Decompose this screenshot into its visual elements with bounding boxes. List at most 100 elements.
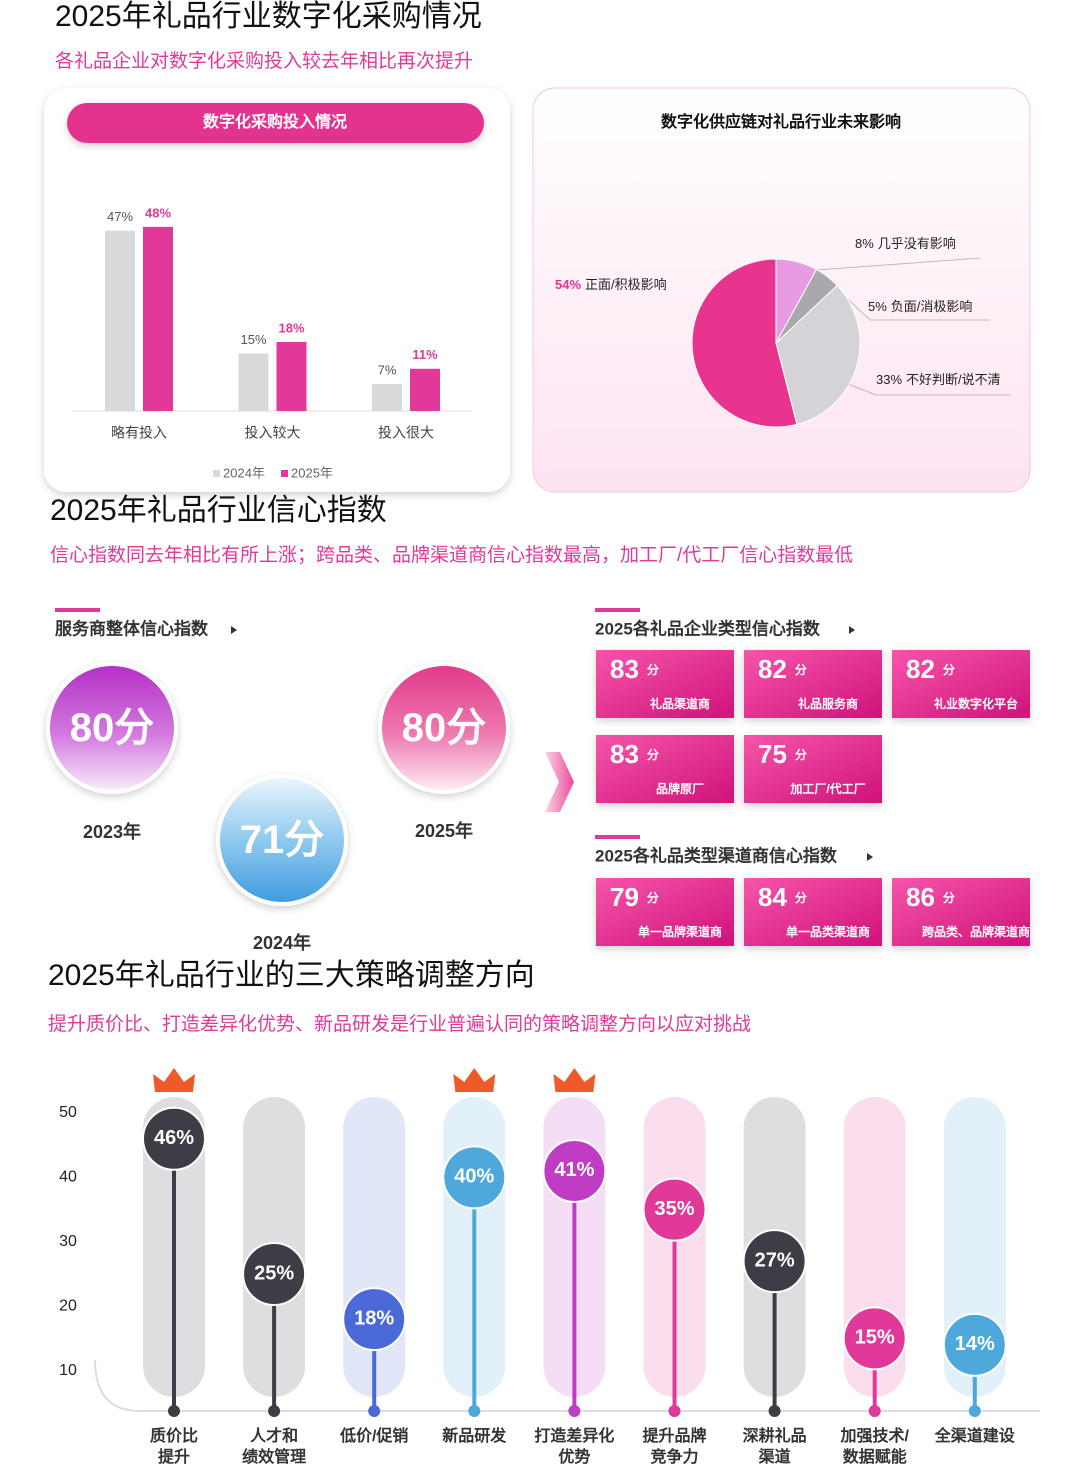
value-label: 25% [254,1262,294,1284]
text-line: 渠道 [759,1447,791,1466]
x-tick-label: 加强技术/数据赋能 [839,1426,909,1466]
arrow [545,752,574,812]
value-label: 14% [955,1333,995,1355]
block-title: 服务商整体信心指数 [55,618,209,638]
card-score-value: 83 [610,739,639,769]
card-unit: 分 [647,662,659,677]
card-unit: 分 [647,890,659,905]
y-tick-label: 40 [59,1169,77,1186]
card-unit: 分 [943,890,955,905]
score-circle [46,662,178,794]
pie-slice [691,258,798,428]
lollipop-head [242,1242,307,1306]
chart-title: 数字化采购投入情况 [203,112,347,131]
score-unit: 分 [114,706,154,750]
axis-dot [968,1405,981,1417]
bar [105,230,135,411]
axis [94,1359,1040,1412]
legend-label: 2025年 [291,465,333,480]
axis-dot [468,1405,481,1417]
x-tick-label: 全渠道建设 [934,1426,1016,1445]
slice-label: 54% 正面/积极影响 [555,277,667,292]
section-subtitle: 信心指数同去年相比有所上涨；跨品类、品牌渠道商信心指数最高，加工厂/代工厂信心指… [50,544,853,566]
axis-dot [768,1405,781,1417]
score: 80分 [402,706,487,750]
accent-bar [55,608,100,612]
card-score-value: 75 [758,739,787,769]
value-label: 41% [554,1159,594,1181]
axis-dot [368,1405,381,1417]
section-title: 2025年礼品行业数字化采购情况 [55,0,482,33]
marker [849,626,855,634]
value-label: 15% [855,1327,895,1349]
bar [276,341,307,411]
x-tick-label: 略有投入 [111,425,167,441]
value-label: 47% [107,209,133,224]
crown [553,1068,596,1092]
lollipop-head [842,1306,907,1371]
value-label: 7% [378,363,397,378]
axis-dot [668,1405,681,1417]
slice-value: 33% [876,372,902,387]
lollipop-head [542,1138,607,1203]
card-score: 75 分 [758,739,807,769]
card-score: 82 分 [758,654,807,684]
score-circle [378,662,510,794]
y-tick-label: 20 [59,1297,77,1314]
text-line: 提升 [158,1448,190,1466]
crown [453,1068,496,1092]
axis-dot [268,1405,281,1417]
slice-label: 5% 负面/消极影响 [868,299,972,314]
value-label: 40% [454,1166,494,1188]
legend-swatch [281,470,288,477]
slice-value: 54% [555,277,581,292]
bar [410,368,440,411]
score: 80分 [70,706,155,750]
year-label: 2024年 [253,932,311,953]
text-line: 绩效管理 [242,1447,306,1466]
text-line: 加强技术/ [839,1426,909,1445]
text-line: 人才和 [250,1426,298,1445]
score: 71分 [240,818,325,862]
y-tick-label: 30 [59,1233,77,1250]
lollipop-head [442,1145,507,1210]
slice-label: 33% 不好判断/说不清 [876,372,1001,387]
x-tick-label: 新品研发 [442,1426,507,1445]
section-title: 2025年礼品行业信心指数 [50,494,387,527]
text-line: 打造差异化 [534,1426,614,1445]
x-tick-label: 提升品牌竞争力 [642,1426,706,1466]
slice-name: 不好判断/说不清 [906,372,1001,387]
card-name: 跨品类、品牌渠道商 [922,924,1030,939]
card-unit: 分 [795,890,807,905]
x-tick-label: 人才和绩效管理 [242,1426,306,1466]
text-line: 提升品牌 [642,1426,706,1445]
text-line: 竞争力 [650,1447,698,1466]
card-score: 79 分 [610,882,659,912]
bar [143,226,173,411]
value-label: 15% [240,332,266,347]
card-score: 83 分 [610,739,659,769]
text-line: 优势 [558,1447,590,1466]
card-unit: 分 [943,662,955,677]
crown [153,1068,195,1092]
section-subtitle: 提升质价比、打造差异化优势、新品研发是行业普遍认同的策略调整方向以应对挑战 [48,1013,751,1035]
card-name: 单一品类渠道商 [786,924,870,939]
block-title: 2025各礼品企业类型信心指数 [595,618,821,638]
chart-title: 数字化供应链对礼品行业未来影响 [661,112,901,131]
axis-dot [868,1405,881,1417]
block-title: 2025各礼品类型渠道商信心指数 [595,845,838,865]
text-line: 数据赋能 [843,1447,907,1466]
slice-name: 正面/积极影响 [585,277,667,292]
score-circle [216,774,348,906]
axis-dot [168,1405,180,1417]
slice-value: 8% [855,236,874,251]
score-card [596,878,734,946]
card-score-value: 86 [906,882,935,912]
legend-swatch [213,470,220,477]
slice-name: 几乎没有影响 [878,236,956,251]
section-subtitle: 各礼品企业对数字化采购投入较去年相比再次提升 [55,50,473,72]
value-label: 35% [654,1198,694,1220]
legend-label: 2024年 [223,465,265,480]
accent-bar [595,608,640,612]
